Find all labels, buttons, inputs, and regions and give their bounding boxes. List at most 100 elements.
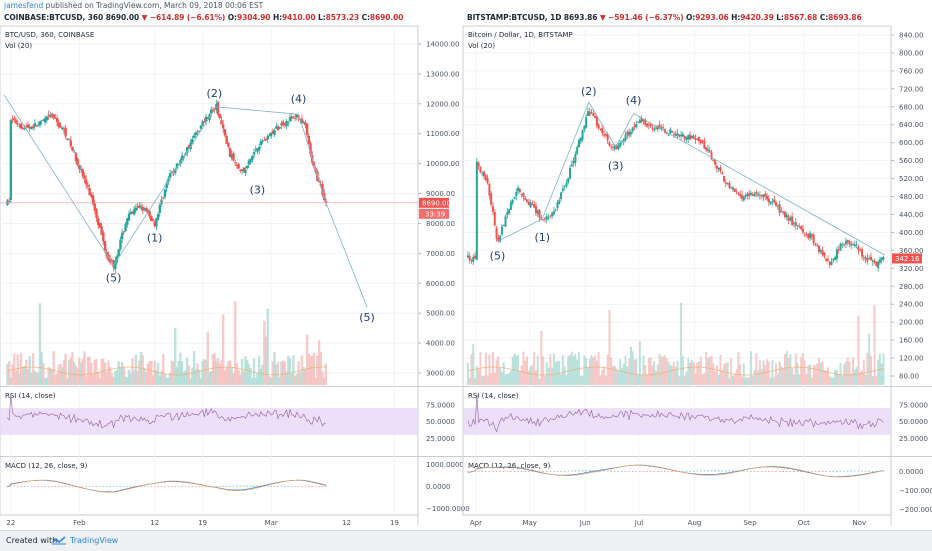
charts-canvas[interactable]: 14000.00 13000.00 12000.00 11000.00 10000.00… [0,0,932,530]
volume-bar [203,358,206,385]
volume-bar [622,364,625,385]
volume-bar [127,369,131,385]
candle-body [280,123,283,126]
candle-body [57,122,60,127]
volume-bar [712,363,715,385]
candle-body [857,246,860,251]
y-tick-label: 11000.00 [426,130,459,138]
rsi-line [7,394,326,428]
volume-bar [715,365,718,385]
candle-body [131,211,134,214]
macd-histogram-bar [92,486,94,487]
volume-bar [552,353,555,385]
wave-label: (3) [250,184,266,197]
candle-body [283,123,287,125]
macd-histogram-bar [567,470,570,472]
volume-bar [730,358,733,385]
volume-bar [579,375,582,385]
candle-body [85,179,88,185]
down-arrow-icon: ▼ [141,13,148,22]
candle-body [527,201,530,206]
macd-histogram-bar [760,471,763,472]
macd-histogram-bar [54,486,57,488]
candle-body [472,256,475,263]
candle-body [199,125,203,129]
y-tick-label: 120.00 [899,355,924,363]
macd-histogram-bar [750,471,752,472]
macd-histogram-bar [506,471,509,472]
macd-histogram-bar [44,486,46,488]
candle-body [155,218,158,227]
macd-histogram-bar [703,470,706,472]
macd-histogram-bar [814,471,817,472]
candle-body [47,114,50,116]
candle-body [117,249,120,257]
candle-body [782,211,785,213]
candle-body [172,170,175,172]
footer-bar: Created with TradingView [0,530,932,551]
rsi-tick-label: 25.0000 [899,435,928,443]
candle-body [629,132,632,135]
x-tick-label: 19 [390,519,399,527]
candle-body [801,228,804,233]
volume-bar [837,373,840,385]
y-tick-label: 320.00 [899,265,924,273]
candle-body [266,135,269,140]
candle-body [103,241,107,251]
volume-bar [280,361,283,385]
volume-bar [287,356,290,385]
candle-body [288,117,292,121]
volume-bar [628,358,631,385]
volume-bar [531,364,534,385]
volume-bar [683,375,686,385]
volume-bar [868,333,871,385]
candle-body [302,121,305,124]
symbol-name[interactable]: BITSTAMP:BTCUSD, 1D [467,13,562,22]
volume-bar [877,359,880,385]
candle-body [122,231,126,233]
macd-tick-label: −100.0000 [899,487,932,495]
volume-bar [504,374,507,385]
volume-bar [782,367,785,385]
candle-body [192,135,196,138]
candle-body [129,212,132,215]
author-link[interactable]: jamesfend [4,1,44,10]
volume-bar [619,359,622,385]
wave-label: (2) [207,87,223,100]
candle-body [251,155,254,161]
volume-bar [726,362,729,385]
candle-body [261,141,264,142]
candle-body [563,185,566,187]
volume-bar [165,377,168,385]
candle-body [755,191,758,194]
candle-body [309,143,312,155]
volume-bar [699,356,702,385]
volume-bar [69,357,72,385]
macd-histogram-bar [273,486,276,487]
macd-histogram-bar [51,486,53,488]
candle-body [91,195,95,204]
candle-body [79,168,83,170]
volume-bar [191,367,194,385]
candle-body [515,191,518,197]
candle-body [259,141,263,146]
macd-histogram-bar [553,471,555,472]
candle-body [475,161,478,260]
macd-histogram-bar [304,486,307,488]
macd-histogram-bar [714,470,716,472]
candle-body [681,133,684,137]
macd-histogram-bar [746,471,749,472]
candle-body [73,151,76,153]
macd-histogram-bar [270,485,272,487]
volume-bar [168,372,172,385]
candle-body [187,145,191,149]
candle-body [275,126,278,129]
macd-histogram-bar [116,485,118,487]
tradingview-brand-link[interactable]: TradingView [70,536,119,545]
symbol-name[interactable]: COINBASE:BTCUSD, 360 [4,13,104,22]
volume-bar [529,366,532,385]
volume-bar [49,367,52,385]
x-tick-label: May [522,519,536,527]
macd-histogram-bar [68,486,70,488]
volume-bar [671,365,674,385]
